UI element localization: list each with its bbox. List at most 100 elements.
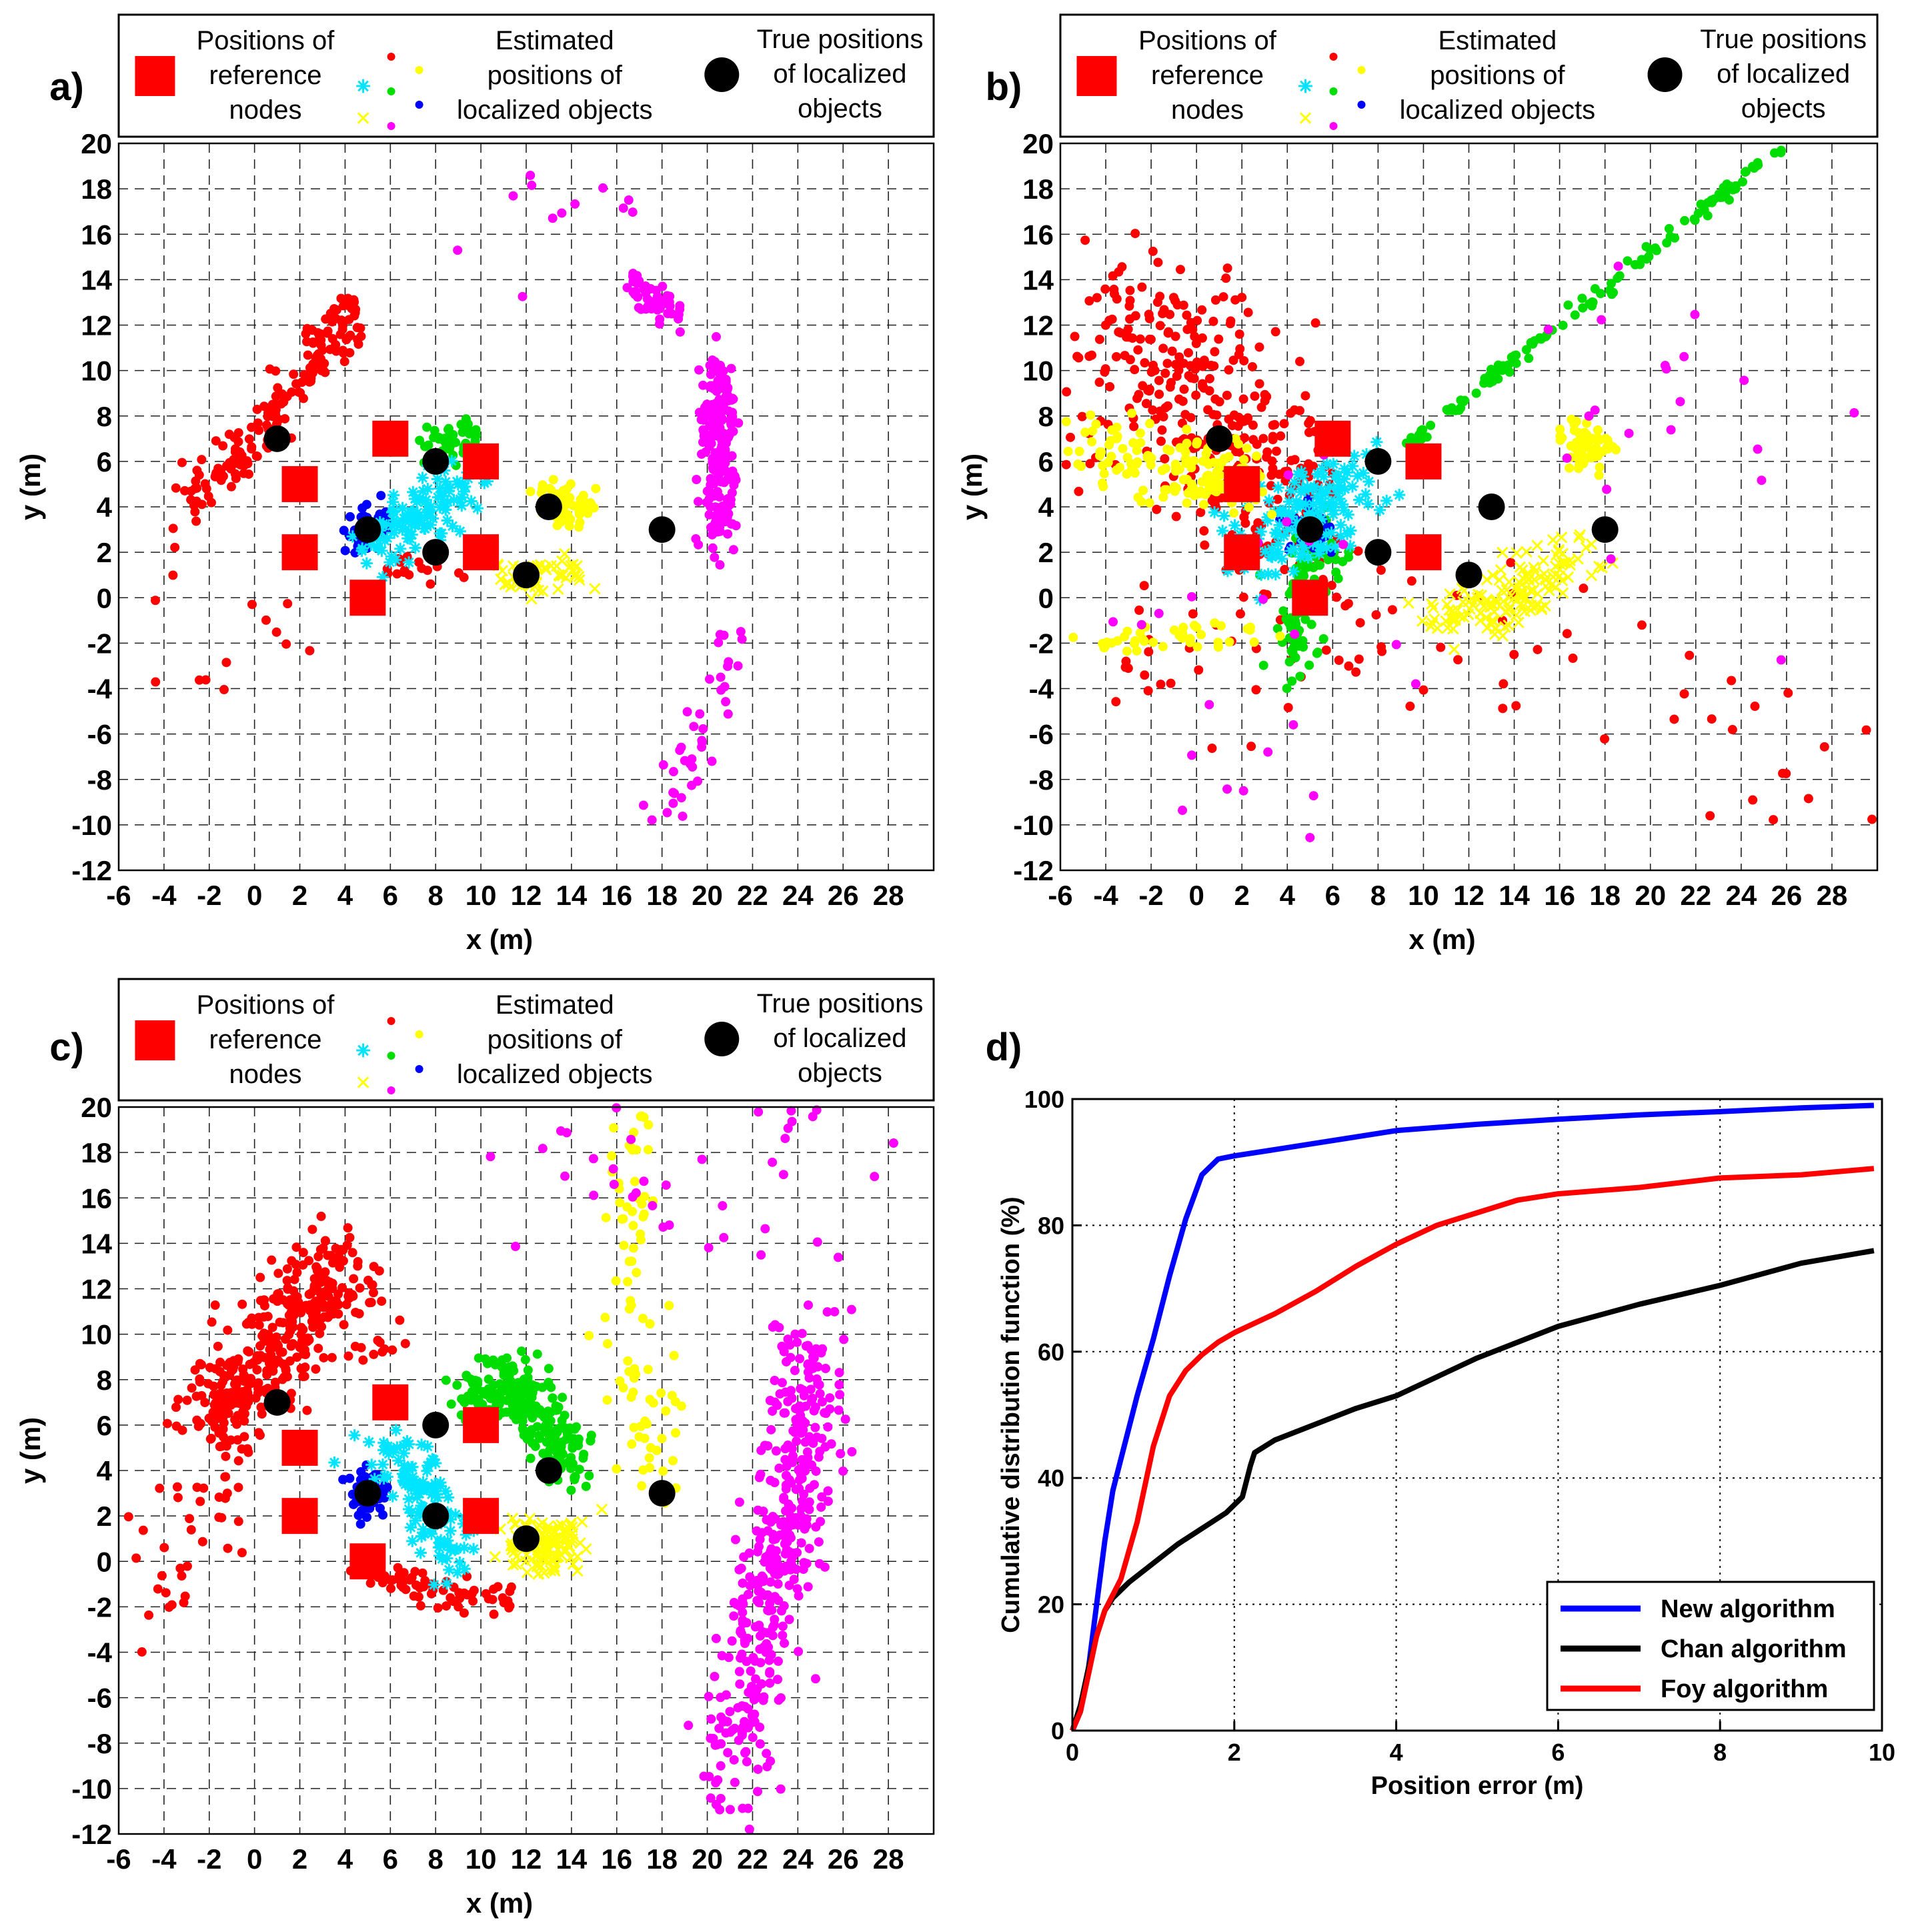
estimated-point-red	[273, 1268, 283, 1278]
estimated-point-magenta	[765, 1678, 775, 1688]
estimated-point-cyan	[371, 540, 383, 553]
estimated-point-yellow	[1199, 500, 1209, 510]
estimated-point-red	[1179, 384, 1189, 394]
estimated-point-red	[1679, 689, 1689, 699]
x-tick-label: -4	[151, 880, 177, 911]
estimated-point-red	[218, 1424, 228, 1434]
true-position	[1364, 447, 1392, 475]
estimated-point-red	[1568, 654, 1578, 664]
reference-node	[1314, 420, 1351, 457]
reference-node	[463, 1498, 500, 1535]
estimated-point-magenta	[780, 1444, 790, 1454]
estimated-point-green	[502, 1407, 512, 1417]
estimated-point-green	[1295, 672, 1305, 682]
legend-estimated-marker	[356, 1043, 370, 1058]
estimated-point-red	[1351, 667, 1361, 677]
estimated-point-yellow	[628, 1220, 638, 1230]
estimated-point-magenta	[738, 1615, 748, 1625]
estimated-point-yellow	[520, 1555, 532, 1567]
estimated-point-red	[155, 1483, 165, 1493]
estimated-point-red	[1310, 318, 1320, 328]
estimated-point-magenta	[726, 417, 736, 427]
x-tick-label: 6	[383, 880, 398, 911]
y-tick-label: 20	[81, 1092, 112, 1123]
estimated-point-magenta	[787, 1444, 797, 1454]
estimated-point-red	[1436, 642, 1446, 652]
estimated-point-magenta	[675, 327, 685, 337]
y-tick-label: -8	[87, 764, 112, 796]
estimated-point-red	[196, 1360, 206, 1370]
estimated-point-yellow	[1178, 475, 1188, 485]
estimated-point-blue	[355, 1519, 365, 1529]
estimated-point-cyan	[433, 482, 446, 495]
estimated-point-red	[1210, 295, 1220, 305]
estimated-point-magenta	[728, 519, 738, 529]
estimated-point-blue	[357, 503, 367, 513]
estimated-point-magenta	[738, 1578, 748, 1588]
estimated-point-green	[508, 1364, 518, 1374]
estimated-point-magenta	[704, 674, 714, 684]
estimated-point-cyan	[383, 556, 396, 569]
estimated-point-cyan	[408, 520, 421, 532]
estimated-point-red	[283, 1283, 293, 1293]
y-tick-label: 6	[1038, 446, 1054, 477]
y-tick-label: 14	[1022, 264, 1054, 295]
estimated-point-cyan	[376, 1458, 389, 1471]
estimated-point-green	[530, 1441, 540, 1451]
estimated-point-red	[1453, 655, 1463, 665]
estimated-point-yellow	[1431, 622, 1444, 634]
estimated-point-magenta	[740, 1701, 750, 1711]
estimated-point-magenta	[708, 543, 718, 553]
estimated-point-magenta	[570, 199, 580, 209]
estimated-point-yellow	[1068, 632, 1078, 642]
estimated-point-yellow	[524, 1513, 536, 1525]
estimated-point-cyan	[413, 1505, 425, 1518]
estimated-point-red	[244, 434, 254, 444]
x-tick-label: 0	[1188, 880, 1204, 911]
estimated-point-red	[1226, 316, 1236, 326]
estimated-point-yellow	[615, 1198, 625, 1208]
estimated-point-red	[1206, 360, 1216, 370]
estimated-point-magenta	[814, 1380, 824, 1390]
estimated-point-magenta	[702, 498, 712, 508]
estimated-point-red	[1182, 310, 1192, 320]
estimated-point-red	[1240, 518, 1250, 528]
estimated-point-magenta	[1186, 592, 1196, 602]
estimated-point-magenta	[770, 1320, 780, 1330]
estimated-point-red	[347, 1248, 357, 1258]
estimated-point-red	[1355, 618, 1365, 628]
estimated-point-magenta	[759, 1576, 769, 1586]
estimated-point-magenta	[762, 1639, 772, 1649]
estimated-point-cyan	[389, 554, 402, 566]
estimated-point-red	[1266, 481, 1276, 491]
estimated-point-red	[1204, 373, 1214, 383]
x-tick-label: 12	[511, 880, 542, 911]
estimated-point-red	[1084, 296, 1094, 306]
estimated-point-yellow	[1252, 451, 1262, 461]
estimated-point-magenta	[756, 1658, 766, 1668]
estimated-point-cyan	[409, 1515, 421, 1527]
estimated-point-red	[1243, 413, 1253, 423]
estimated-point-magenta	[888, 1138, 898, 1148]
estimated-point-magenta	[557, 208, 567, 218]
estimated-point-green	[519, 1430, 529, 1440]
estimated-point-magenta	[760, 1224, 770, 1234]
reference-node	[1224, 465, 1260, 502]
estimated-point-cyan	[1274, 504, 1286, 517]
estimated-point-yellow	[1181, 453, 1191, 463]
estimated-point-red	[425, 579, 435, 589]
estimated-point-yellow	[1571, 443, 1581, 453]
estimated-point-green	[1563, 300, 1573, 310]
estimated-point-magenta	[810, 1674, 820, 1684]
estimated-point-red	[481, 1589, 491, 1599]
estimated-point-green	[1697, 199, 1707, 209]
estimated-point-red	[1197, 333, 1207, 343]
legend-estimated-marker	[415, 1065, 423, 1073]
estimated-point-yellow	[563, 510, 573, 520]
estimated-point-green	[566, 1485, 576, 1495]
estimated-point-red	[289, 1274, 299, 1284]
estimated-point-green	[422, 422, 432, 432]
estimated-point-yellow	[609, 1123, 619, 1133]
estimated-point-red	[1105, 381, 1115, 391]
y-tick-label: 6	[97, 446, 112, 477]
